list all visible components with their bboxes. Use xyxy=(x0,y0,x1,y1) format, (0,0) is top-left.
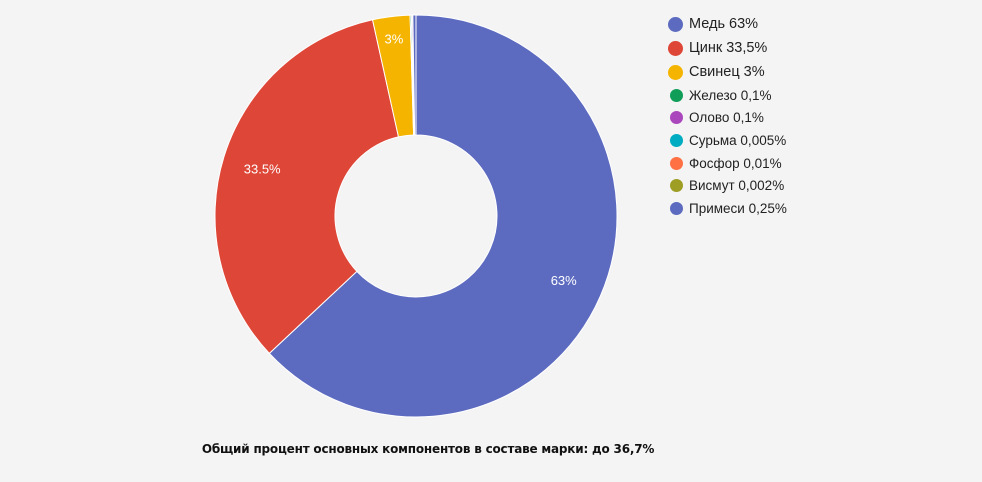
legend-marker-icon xyxy=(670,156,683,170)
legend-item[interactable]: Примеси 0,25% xyxy=(668,197,787,220)
legend-label: Железо 0,1% xyxy=(689,87,772,103)
slice-1[interactable] xyxy=(214,19,400,355)
legend-marker-icon xyxy=(670,179,683,193)
legend-item[interactable]: Висмут 0,002% xyxy=(668,174,787,197)
chart-legend: Медь 63% Цинк 33,5% Свинец 3% Железо 0,1% Ол… xyxy=(668,12,787,220)
legend-marker-icon xyxy=(670,88,683,102)
legend-item[interactable]: Цинк 33,5% xyxy=(668,36,787,60)
legend-item[interactable]: Олово 0,1% xyxy=(668,107,787,130)
slice-8[interactable] xyxy=(412,14,417,136)
legend-marker-icon xyxy=(668,64,683,80)
legend-item[interactable]: Железо 0,1% xyxy=(668,84,787,107)
legend-label: Медь 63% xyxy=(689,16,759,32)
legend-marker-icon xyxy=(670,201,683,215)
legend-label: Олово 0,1% xyxy=(689,110,764,126)
legend-item[interactable]: Медь 63% xyxy=(668,12,787,36)
legend-marker-icon xyxy=(668,40,683,56)
legend-label: Фосфор 0,01% xyxy=(689,155,782,171)
legend-label: Висмут 0,002% xyxy=(689,178,785,194)
chart-footer-note: Общий процент основных компонентов в сос… xyxy=(201,442,655,456)
legend-item[interactable]: Свинец 3% xyxy=(668,60,787,84)
slice-label-1: 33.5% xyxy=(244,161,281,176)
legend-marker-icon xyxy=(668,16,683,32)
slice-label-0: 63% xyxy=(551,273,577,288)
legend-label: Цинк 33,5% xyxy=(689,40,768,56)
legend-label: Свинец 3% xyxy=(689,64,765,80)
legend-marker-icon xyxy=(670,111,683,125)
legend-item[interactable]: Фосфор 0,01% xyxy=(668,152,787,175)
legend-label: Сурьма 0,005% xyxy=(689,132,787,148)
legend-item[interactable]: Сурьма 0,005% xyxy=(668,129,787,152)
slice-label-2: 3% xyxy=(385,31,404,46)
legend-marker-icon xyxy=(670,133,683,147)
legend-label: Примеси 0,25% xyxy=(689,200,787,216)
slice-0[interactable] xyxy=(268,14,618,418)
